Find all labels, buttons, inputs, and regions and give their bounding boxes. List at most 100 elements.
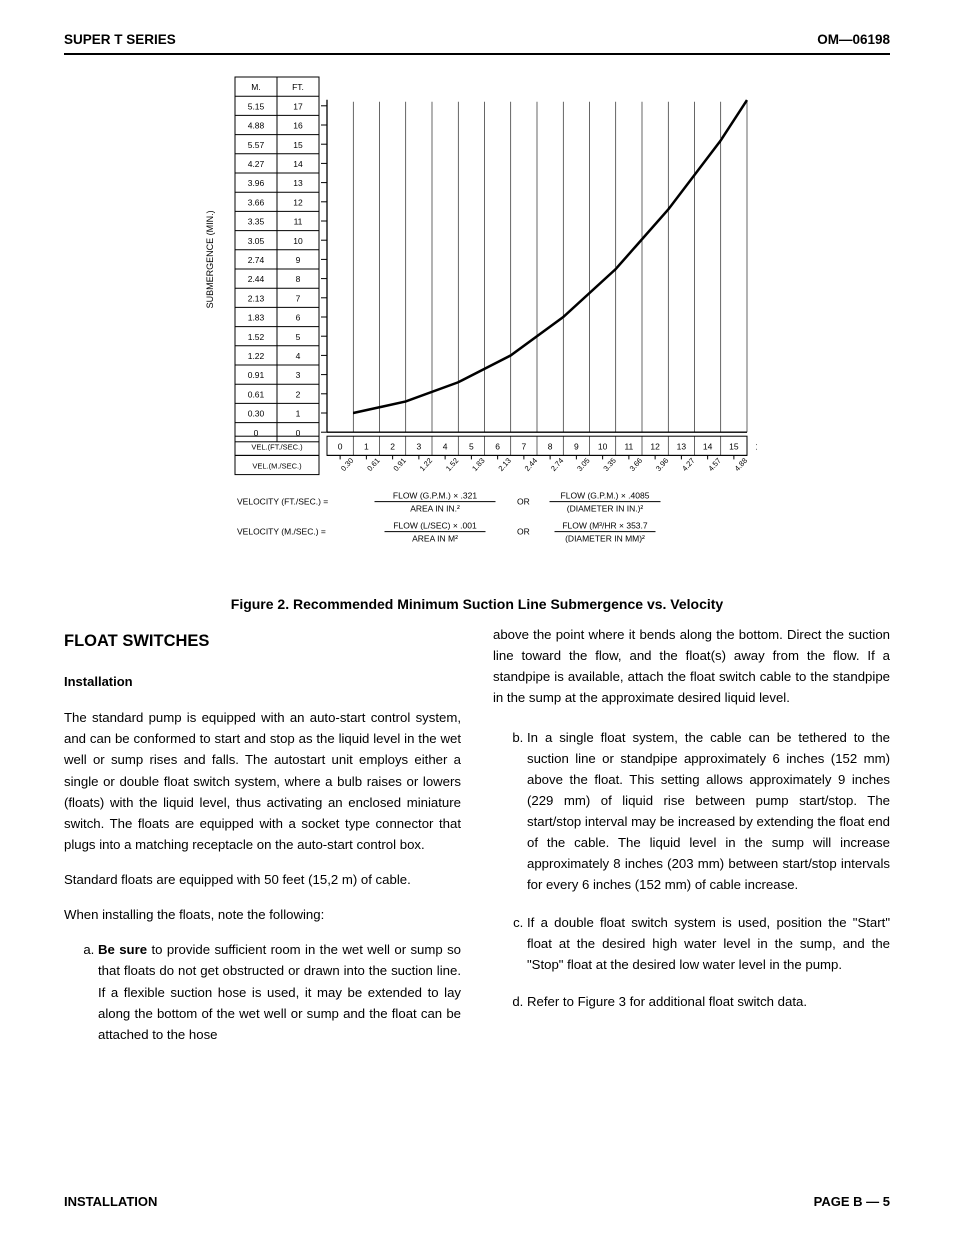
svg-text:4.88: 4.88 bbox=[248, 121, 265, 131]
svg-text:1: 1 bbox=[296, 409, 301, 419]
svg-text:AREA IN M²: AREA IN M² bbox=[412, 534, 458, 544]
svg-text:(DIAMETER IN MM)²: (DIAMETER IN MM)² bbox=[565, 534, 645, 544]
svg-text:0.30: 0.30 bbox=[248, 409, 265, 419]
svg-text:4: 4 bbox=[443, 441, 448, 451]
page-header: SUPER T SERIES OM—06198 bbox=[64, 32, 890, 55]
svg-text:0.61: 0.61 bbox=[248, 389, 265, 399]
figure-2: M.FT.5.15174.88165.57154.27143.96133.661… bbox=[64, 67, 890, 582]
svg-text:1.83: 1.83 bbox=[470, 456, 486, 473]
svg-text:13: 13 bbox=[677, 441, 687, 451]
svg-text:16: 16 bbox=[755, 441, 757, 451]
svg-text:10: 10 bbox=[598, 441, 608, 451]
submergence-chart: M.FT.5.15174.88165.57154.27143.96133.661… bbox=[197, 67, 757, 577]
svg-text:14: 14 bbox=[703, 441, 713, 451]
svg-text:3.96: 3.96 bbox=[248, 178, 265, 188]
svg-text:1: 1 bbox=[364, 441, 369, 451]
svg-text:(DIAMETER IN IN.)²: (DIAMETER IN IN.)² bbox=[567, 504, 644, 514]
body-columns: FLOAT SWITCHES Installation The standard… bbox=[64, 624, 890, 1061]
svg-text:12: 12 bbox=[293, 197, 303, 207]
svg-text:FLOW (M³/HR × 353.7: FLOW (M³/HR × 353.7 bbox=[562, 521, 648, 531]
section-title: FLOAT SWITCHES bbox=[64, 628, 461, 654]
list-item-d: Refer to Figure 3 for additional float s… bbox=[527, 991, 890, 1012]
item-a-strong: Be sure bbox=[98, 942, 147, 957]
svg-text:4.57: 4.57 bbox=[706, 456, 722, 473]
svg-text:1.22: 1.22 bbox=[248, 351, 265, 361]
svg-text:VELOCITY (FT./SEC.) =: VELOCITY (FT./SEC.) = bbox=[237, 497, 328, 507]
header-right: OM—06198 bbox=[817, 32, 890, 47]
svg-text:10: 10 bbox=[293, 236, 303, 246]
svg-text:5: 5 bbox=[296, 332, 301, 342]
svg-text:AREA IN IN.²: AREA IN IN.² bbox=[410, 504, 460, 514]
installation-heading: Installation bbox=[64, 672, 461, 693]
list-item-a: Be sure to provide sufficient room in th… bbox=[98, 939, 461, 1045]
svg-text:9: 9 bbox=[574, 441, 579, 451]
svg-text:SUBMERGENCE (MIN.): SUBMERGENCE (MIN.) bbox=[205, 210, 215, 308]
list-item-c: If a double float switch system is used,… bbox=[527, 912, 890, 975]
list-left: Be sure to provide sufficient room in th… bbox=[64, 939, 461, 1045]
svg-text:1.52: 1.52 bbox=[248, 332, 265, 342]
svg-text:2.74: 2.74 bbox=[248, 255, 265, 265]
svg-text:4.88: 4.88 bbox=[733, 456, 749, 473]
figure-caption: Figure 2. Recommended Minimum Suction Li… bbox=[64, 596, 890, 612]
svg-text:0: 0 bbox=[338, 441, 343, 451]
footer-left: INSTALLATION bbox=[64, 1194, 157, 1209]
svg-text:2.44: 2.44 bbox=[248, 274, 265, 284]
svg-text:OR: OR bbox=[517, 527, 530, 537]
svg-text:7: 7 bbox=[296, 293, 301, 303]
svg-text:5: 5 bbox=[469, 441, 474, 451]
svg-text:12: 12 bbox=[650, 441, 660, 451]
para-1: The standard pump is equipped with an au… bbox=[64, 707, 461, 855]
para-2: Standard floats are equipped with 50 fee… bbox=[64, 869, 461, 890]
svg-text:2: 2 bbox=[390, 441, 395, 451]
svg-text:6: 6 bbox=[495, 441, 500, 451]
svg-text:0.30: 0.30 bbox=[339, 456, 355, 473]
svg-text:VELOCITY (M./SEC.) =: VELOCITY (M./SEC.) = bbox=[237, 527, 326, 537]
svg-text:M.: M. bbox=[251, 82, 260, 92]
svg-text:11: 11 bbox=[294, 217, 303, 227]
svg-text:3.96: 3.96 bbox=[654, 456, 670, 473]
svg-text:13: 13 bbox=[293, 178, 303, 188]
svg-text:8: 8 bbox=[296, 274, 301, 284]
svg-text:VEL.(M./SEC.): VEL.(M./SEC.) bbox=[252, 462, 302, 471]
para-3: When installing the floats, note the fol… bbox=[64, 904, 461, 925]
svg-text:16: 16 bbox=[293, 121, 303, 131]
svg-text:4: 4 bbox=[296, 351, 301, 361]
svg-text:15: 15 bbox=[293, 140, 303, 150]
svg-text:5.57: 5.57 bbox=[248, 140, 265, 150]
svg-text:2.74: 2.74 bbox=[549, 456, 565, 473]
svg-text:3.66: 3.66 bbox=[248, 197, 265, 207]
item-a-rest: to provide sufficient room in the wet we… bbox=[98, 942, 461, 1042]
left-column: FLOAT SWITCHES Installation The standard… bbox=[64, 624, 461, 1061]
svg-text:3.05: 3.05 bbox=[575, 456, 591, 473]
svg-text:0.91: 0.91 bbox=[248, 370, 265, 380]
svg-text:OR: OR bbox=[517, 497, 530, 507]
svg-text:6: 6 bbox=[296, 313, 301, 323]
svg-text:2.13: 2.13 bbox=[248, 293, 265, 303]
svg-text:9: 9 bbox=[296, 255, 301, 265]
svg-text:3: 3 bbox=[417, 441, 422, 451]
svg-text:14: 14 bbox=[293, 159, 303, 169]
svg-text:0.91: 0.91 bbox=[391, 456, 407, 473]
svg-text:0.61: 0.61 bbox=[365, 456, 381, 473]
svg-text:3.35: 3.35 bbox=[248, 217, 265, 227]
svg-text:3.05: 3.05 bbox=[248, 236, 265, 246]
list-right: In a single float system, the cable can … bbox=[493, 727, 890, 1013]
footer-right: PAGE B — 5 bbox=[814, 1194, 890, 1209]
svg-text:FLOW (G.P.M.) × .321: FLOW (G.P.M.) × .321 bbox=[393, 491, 477, 501]
svg-text:1.22: 1.22 bbox=[418, 456, 434, 473]
item-a-tail: above the point where it bends along the… bbox=[493, 624, 890, 709]
svg-text:FLOW (G.P.M.) × .4085: FLOW (G.P.M.) × .4085 bbox=[561, 491, 650, 501]
svg-text:2.13: 2.13 bbox=[496, 456, 512, 473]
svg-text:17: 17 bbox=[293, 101, 303, 111]
svg-text:11: 11 bbox=[624, 441, 633, 451]
svg-text:VEL.(FT./SEC.): VEL.(FT./SEC.) bbox=[251, 442, 303, 451]
svg-text:3.66: 3.66 bbox=[628, 456, 644, 473]
list-item-b: In a single float system, the cable can … bbox=[527, 727, 890, 896]
svg-text:15: 15 bbox=[729, 441, 739, 451]
svg-text:4.27: 4.27 bbox=[680, 456, 696, 473]
svg-text:4.27: 4.27 bbox=[248, 159, 265, 169]
svg-text:5.15: 5.15 bbox=[248, 101, 265, 111]
page-footer: INSTALLATION PAGE B — 5 bbox=[64, 1194, 890, 1209]
right-column: above the point where it bends along the… bbox=[493, 624, 890, 1061]
svg-text:2.44: 2.44 bbox=[523, 456, 539, 473]
